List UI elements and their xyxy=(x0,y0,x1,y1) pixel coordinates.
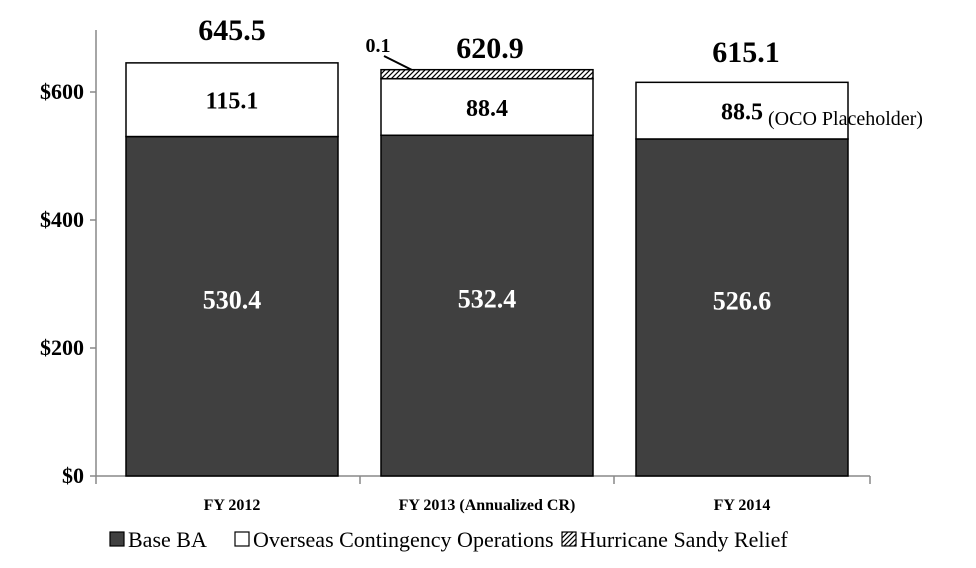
y-tick-label: $600 xyxy=(40,79,84,104)
data-label-hurricane-sandy: 0.1 xyxy=(366,35,391,57)
legend-swatch-base-ba xyxy=(109,531,125,547)
x-tick-label: FY 2012 xyxy=(204,497,261,514)
bar-segment-hurricane-sandy xyxy=(380,68,594,80)
x-tick-label: FY 2014 xyxy=(714,497,771,514)
bars xyxy=(125,62,849,477)
legend-label: Base BA xyxy=(128,527,207,552)
legend-label: Hurricane Sandy Relief xyxy=(580,527,788,552)
total-label: 620.9 xyxy=(456,32,524,65)
labels: 530.4 115.1 532.4 88.4 526.6 88.5 645.5 620.9 61… xyxy=(198,14,923,315)
data-label-base-ba: 532.4 xyxy=(458,285,517,314)
bar-segment-oco xyxy=(125,62,339,138)
legend-swatch-oco xyxy=(234,531,250,547)
data-label-base-ba: 526.6 xyxy=(713,286,772,315)
data-label-oco: 88.5 xyxy=(721,100,763,126)
bar-segment-oco xyxy=(635,81,849,140)
leader-line xyxy=(383,55,413,71)
legend-swatch-hurricane-sandy xyxy=(561,531,577,547)
data-label-oco: 115.1 xyxy=(206,89,259,115)
x-tick-label: FY 2013 (Annualized CR) xyxy=(399,497,576,514)
bar-segment-oco xyxy=(380,77,594,137)
bar-segment-base-ba xyxy=(635,138,849,477)
y-tick-label: $200 xyxy=(40,335,84,360)
total-label: 615.1 xyxy=(712,36,780,69)
legend-label: Overseas Contingency Operations xyxy=(253,527,554,552)
total-label: 645.5 xyxy=(198,14,266,47)
bar-segment-base-ba xyxy=(125,135,339,477)
bar-segment-base-ba xyxy=(380,134,594,477)
annotation-oco-placeholder: (OCO Placeholder) xyxy=(768,108,923,130)
y-tick-label: $0 xyxy=(62,463,84,488)
data-label-oco: 88.4 xyxy=(466,96,508,122)
data-label-base-ba: 530.4 xyxy=(203,285,262,314)
y-tick-label: $400 xyxy=(40,207,84,232)
legend: Base BA Overseas Contingency Operations Hu… xyxy=(109,527,788,552)
